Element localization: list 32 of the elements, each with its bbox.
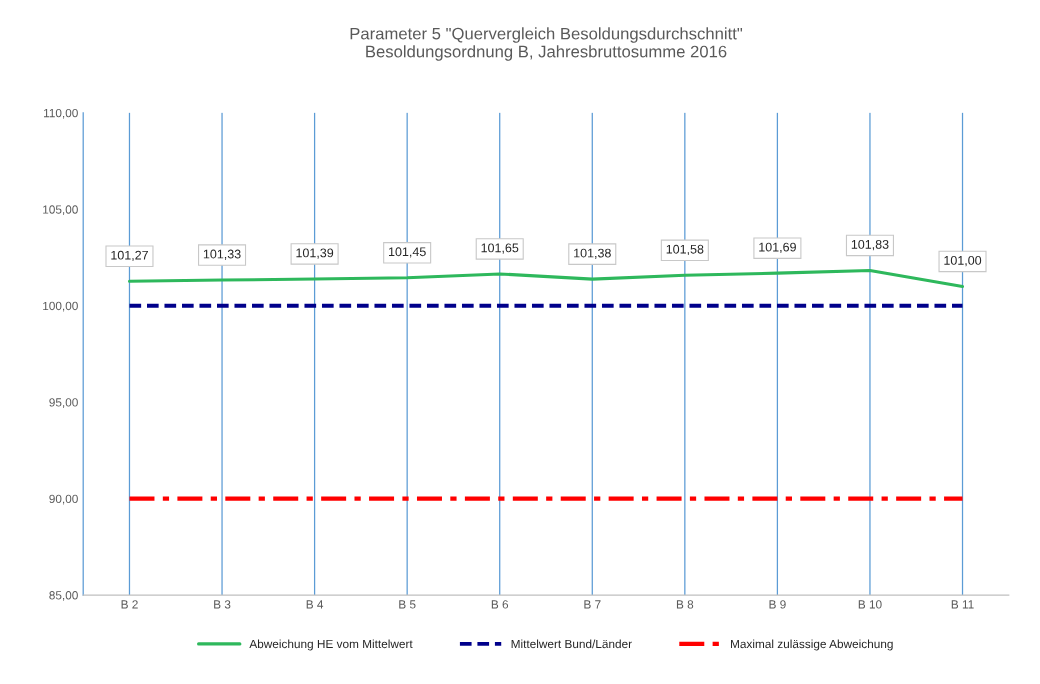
data-label: 101,33	[203, 249, 241, 260]
data-label: 101,65	[481, 243, 519, 254]
y-tick-label: 85,00	[49, 591, 78, 601]
y-tick-label: 110,00	[44, 108, 78, 119]
y-tick-label: 105,00	[43, 205, 78, 216]
data-label: 101,45	[389, 247, 426, 258]
x-tick-label: B 11	[951, 600, 974, 609]
x-tick-label: B 2	[121, 600, 138, 609]
data-label: 101,69	[759, 242, 796, 253]
data-label: 101,39	[296, 248, 334, 259]
data-label: 101,38	[574, 248, 611, 259]
x-tick-label: B 6	[491, 600, 509, 609]
data-label: 101,00	[944, 255, 982, 267]
legend-label: Mittelwert Bund/Länder	[511, 639, 632, 649]
y-tick-label: 95,00	[49, 398, 78, 408]
data-label: 101,27	[111, 250, 148, 262]
line-series	[127, 268, 965, 288]
x-tick-label: B 4	[306, 600, 324, 609]
x-tick-label: B 8	[676, 600, 694, 609]
legend-label: Maximal zulässige Abweichung	[731, 639, 893, 651]
x-tick-label: B 9	[769, 600, 786, 609]
chart-title: Parameter 5 "Quervergleich Besoldungsdurchschnitt"	[350, 27, 743, 43]
y-tick-label: 90,00	[49, 494, 78, 505]
chart-subtitle: Besoldungsordnung B, Jahresbruttosumme 2016	[366, 45, 727, 61]
x-tick-label: B 5	[399, 600, 416, 609]
x-tick-label: B 3	[214, 600, 231, 609]
data-label: 101,58	[666, 244, 704, 256]
y-tick-label: 100,00	[43, 301, 78, 312]
x-tick-label: B 10	[858, 600, 882, 609]
legend-label: Abweichung HE vom Mittelwert	[249, 639, 413, 651]
x-tick-label: B 7	[584, 600, 601, 609]
data-label: 101,83	[851, 239, 889, 251]
